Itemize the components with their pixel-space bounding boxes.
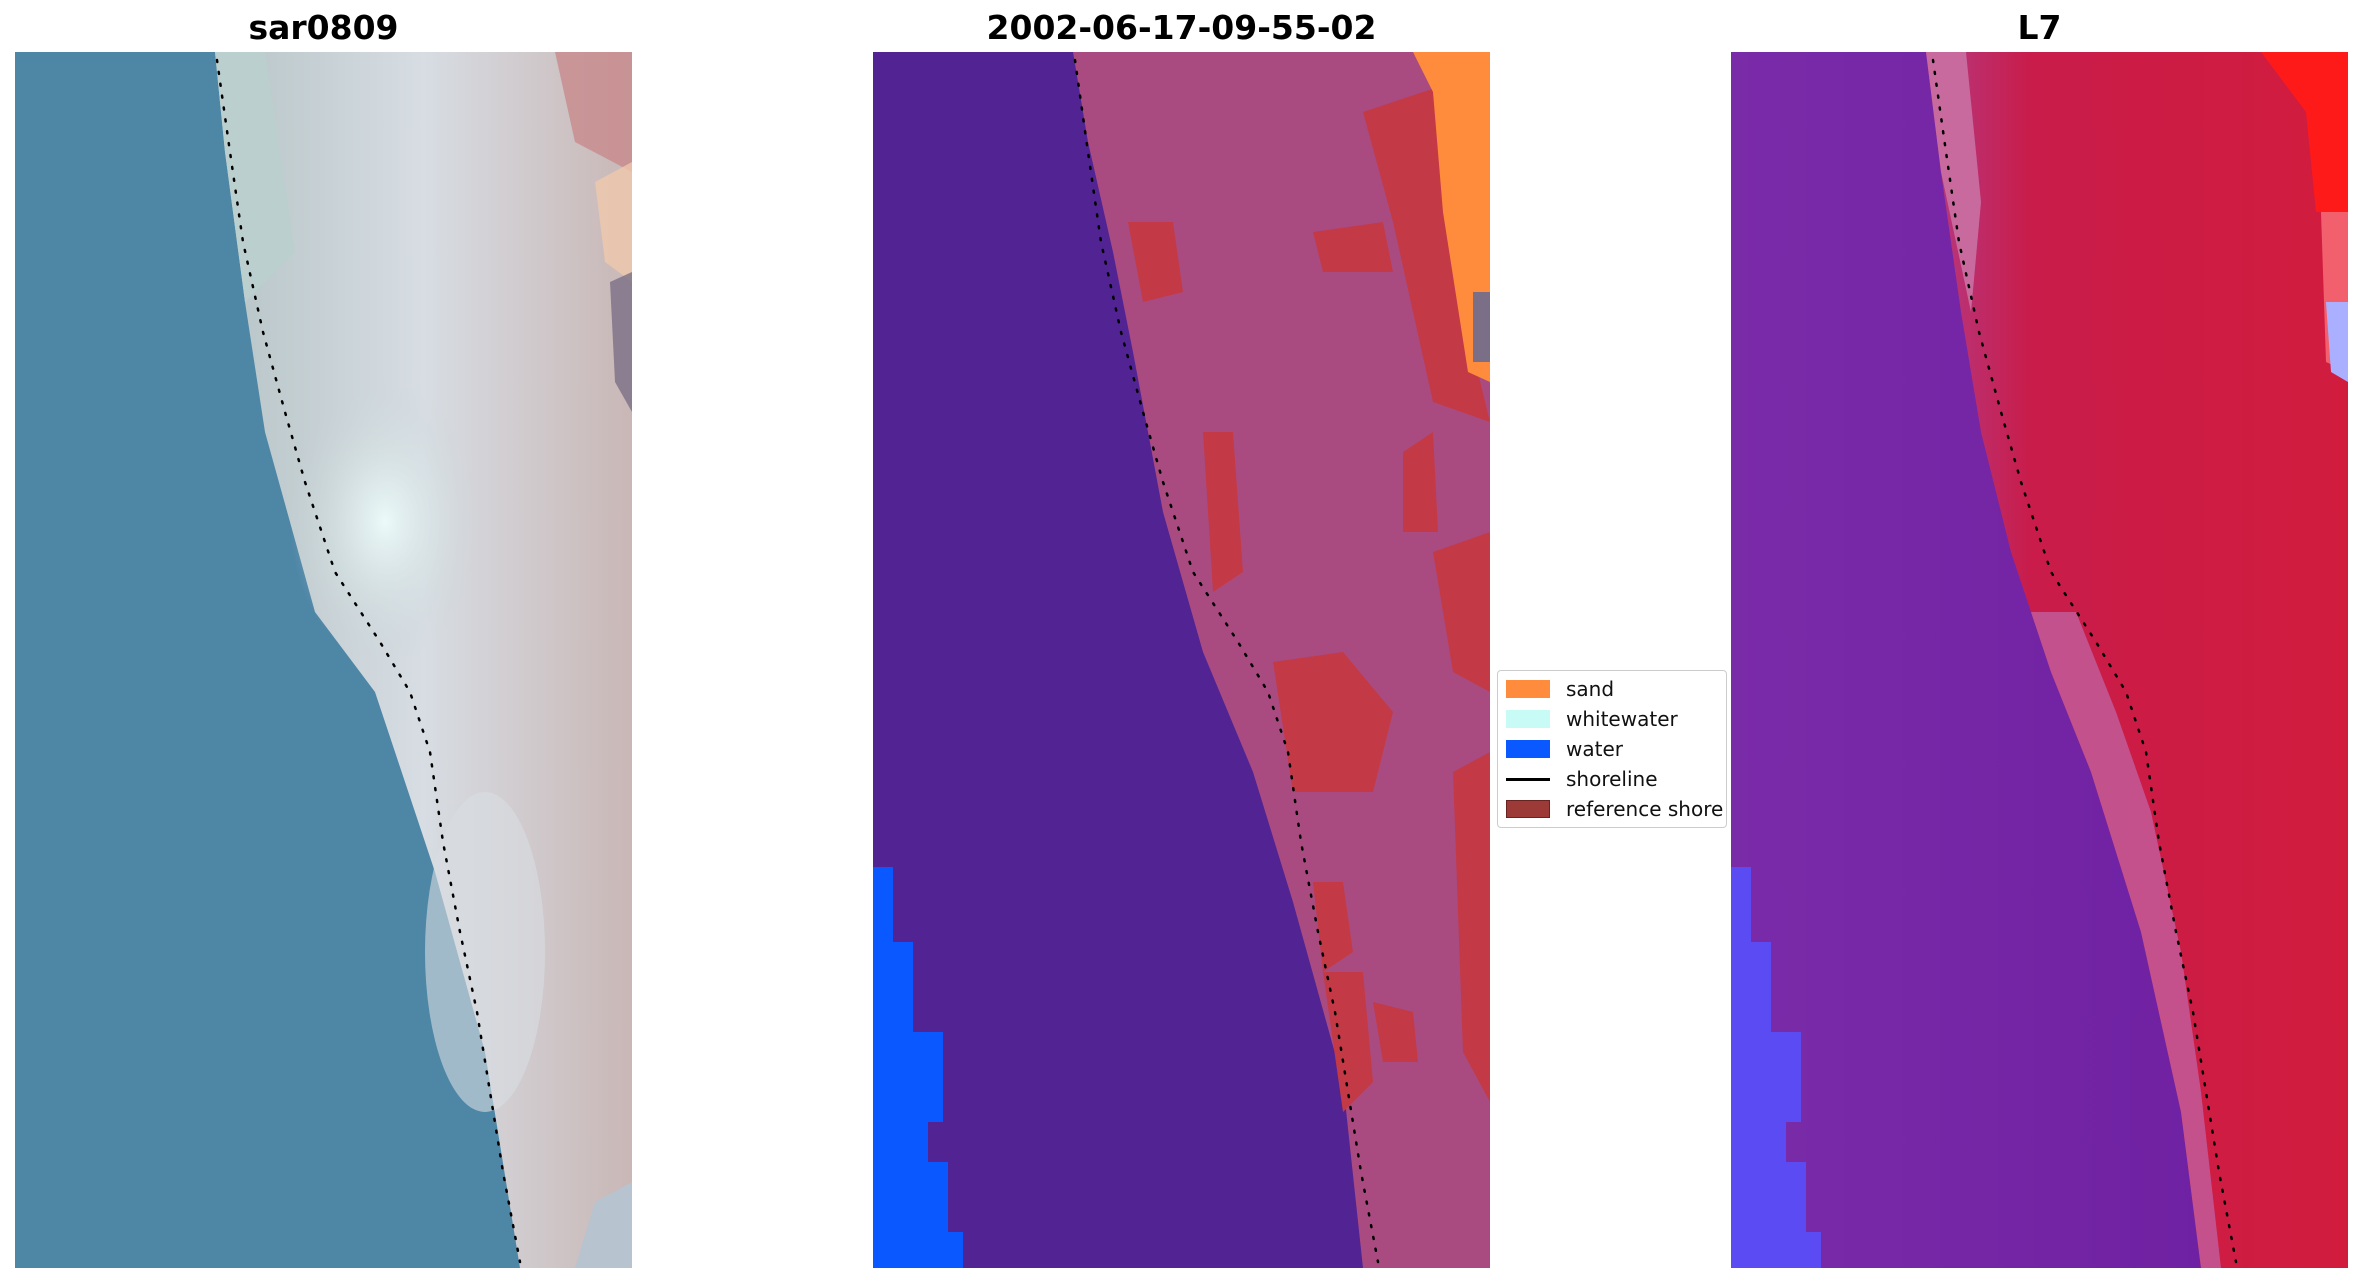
legend-item-water: water	[1506, 734, 1623, 764]
rgb-satellite-image	[15, 52, 632, 1268]
l7-index-image	[1731, 52, 2348, 1268]
legend-item-reference-shore: reference shore	[1506, 794, 1723, 824]
reference-shore-swatch	[1506, 800, 1550, 818]
legend-item-sand: sand	[1506, 674, 1614, 704]
sand-swatch	[1506, 680, 1550, 698]
legend-item-shoreline: shoreline	[1506, 764, 1658, 794]
legend-label-reference-shore: reference shore	[1566, 797, 1724, 821]
shoreline-line-swatch	[1506, 777, 1550, 781]
panel-title-index: L7	[2017, 8, 2062, 47]
legend-label-whitewater: whitewater	[1566, 707, 1678, 731]
whitewater-swatch	[1506, 710, 1550, 728]
panel-title-rgb: sar0809	[248, 8, 399, 47]
legend: sand whitewater water shoreline referenc…	[1497, 670, 1727, 828]
legend-label-sand: sand	[1566, 677, 1615, 701]
legend-label-shoreline: shoreline	[1566, 767, 1658, 791]
panel-title-classified: 2002-06-17-09-55-02	[986, 8, 1377, 47]
legend-label-water: water	[1566, 737, 1623, 761]
legend-item-whitewater: whitewater	[1506, 704, 1678, 734]
water-swatch	[1506, 740, 1550, 758]
classified-image	[873, 52, 1490, 1268]
